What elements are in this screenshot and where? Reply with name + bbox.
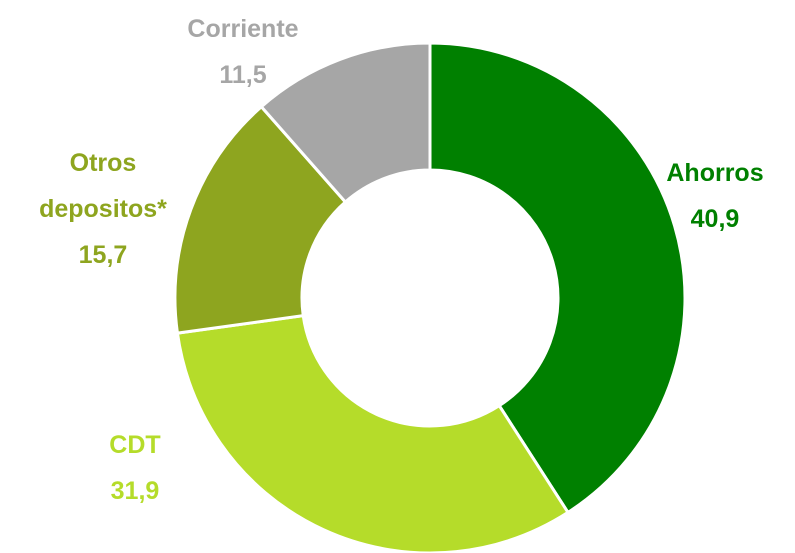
slice-label: Otros depositos* 15,7 xyxy=(18,140,188,278)
category-label: Otros depositos* xyxy=(39,149,167,223)
donut-slice xyxy=(428,41,687,515)
slice-label: Corriente 11,5 xyxy=(143,6,343,98)
donut-slice xyxy=(175,313,571,553)
donut-slice xyxy=(259,41,432,205)
value-label: 31,9 xyxy=(110,477,160,505)
slice-label: CDT 31,9 xyxy=(35,422,235,514)
value-label: 40,9 xyxy=(690,205,740,233)
value-label: 15,7 xyxy=(78,241,128,269)
category-label: Corriente xyxy=(187,15,299,43)
category-label: CDT xyxy=(109,431,161,459)
slice-label: Ahorros 40,9 xyxy=(615,150,795,242)
value-label: 11,5 xyxy=(219,61,267,89)
donut-slice xyxy=(173,104,348,335)
category-label: Ahorros xyxy=(666,159,764,187)
